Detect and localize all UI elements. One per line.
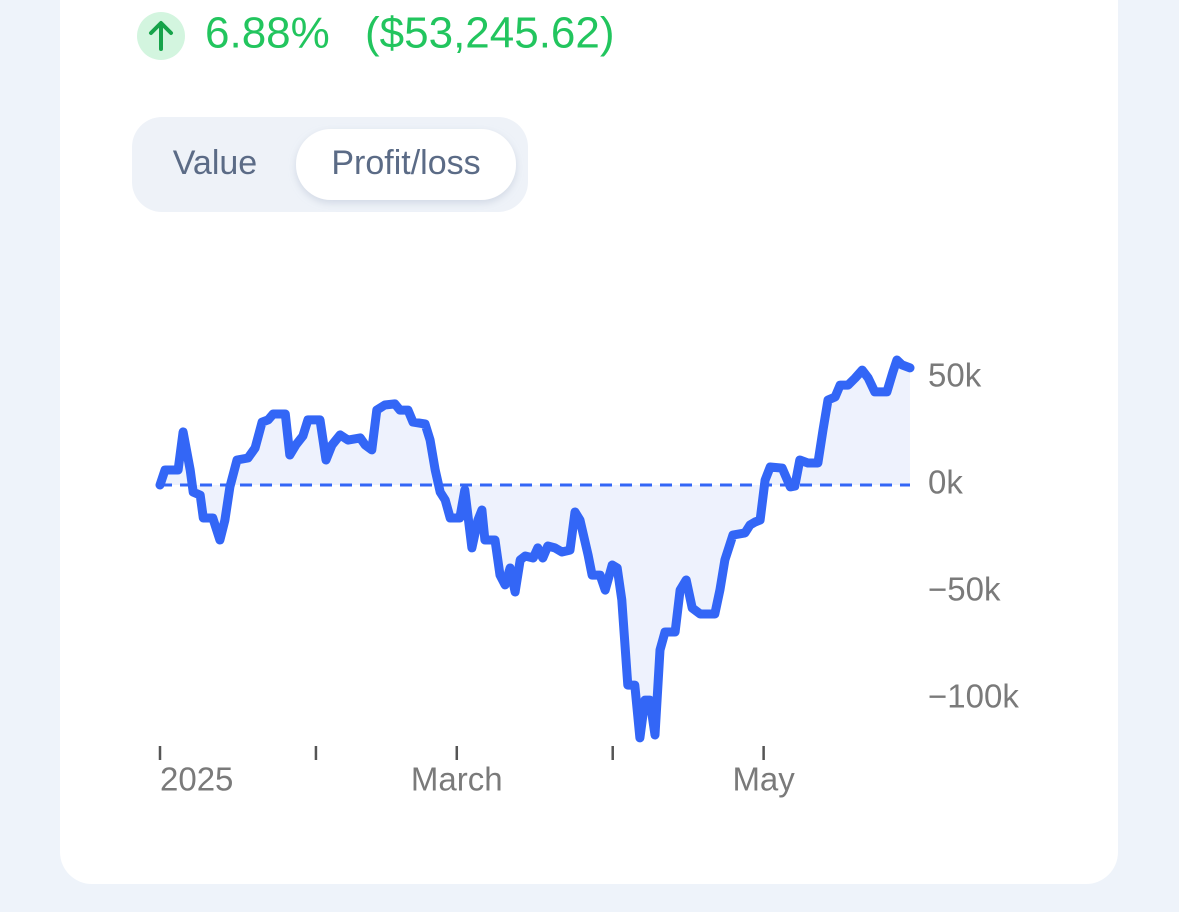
tab-active-bg (296, 129, 516, 200)
card (60, 0, 1118, 884)
tab[interactable]: Value (173, 144, 257, 182)
line (155, 355, 915, 743)
tab[interactable]: Profit/loss (331, 144, 480, 182)
x-tick-label: March (411, 761, 503, 798)
trend-arrow (149, 21, 173, 51)
y-tick-label: 50k (928, 357, 982, 394)
change-percent: 6.88% (205, 9, 330, 58)
y-tick-label: −50k (928, 571, 1001, 608)
y-tick-label: −100k (928, 678, 1019, 715)
y-tick-label: 0k (928, 464, 963, 501)
x-tick-label: 2025 (160, 761, 233, 798)
x-tick-label: May (732, 761, 795, 798)
change-amount: ($53,245.62) (365, 9, 615, 58)
